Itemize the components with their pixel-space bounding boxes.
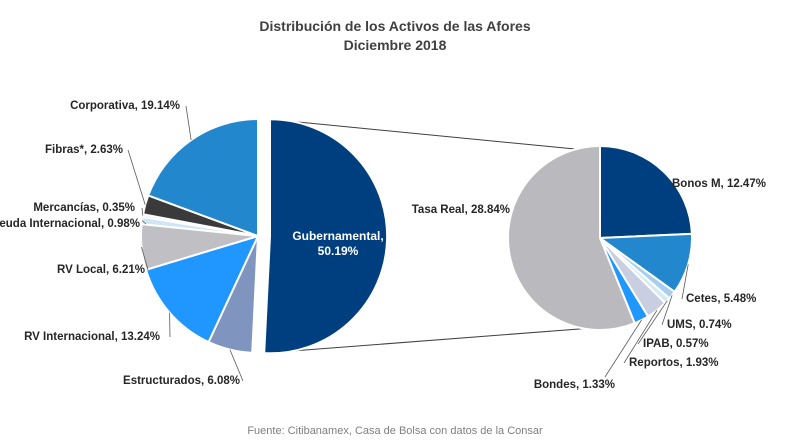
main-leader-mercancias [141,207,144,216]
main-label-deuda-internacional: Deuda Internacional, 0.98% [0,218,140,230]
sub-leader-ums [661,295,673,326]
sub-leader-reportos [623,310,658,364]
main-slice-gubernamental [263,118,389,355]
connector-top [269,118,577,150]
main-leader-rv-local [141,246,149,271]
main-label-mercancias: Mercancías, 0.35% [33,202,135,214]
sub-label-ipab: IPAB, 0.57% [643,338,709,350]
sub-label-bonos-m: Bonos M, 12.47% [672,178,766,190]
source-note: Fuente: Citibanamex, Casa de Bolsa con d… [247,425,543,437]
sub-label-bondes: Bondes, 1.33% [534,379,615,391]
breakdown-pie [507,144,693,331]
slice-labels: Gubernamental, 50.19% Estructurados, 6.08%… [0,100,766,391]
main-label-rv-internacional: RV Internacional, 13.24% [24,331,160,343]
chart-title: Distribución de los Activos de las Afore… [259,18,530,34]
sub-slice-bonos-m [599,144,693,240]
sub-label-ums: UMS, 0.74% [667,319,732,331]
main-label-gubernamental: Gubernamental, 50.19% [292,229,383,258]
connector-bottom [264,328,585,354]
sub-leader-ipab [637,300,668,345]
main-leader-corporativa [185,105,192,141]
main-label-corporativa: Corporativa, 19.14% [70,100,180,112]
sub-leader-cetes [681,264,689,300]
sub-label-reportos: Reportos, 1.93% [629,357,718,369]
sub-leader-bondes [604,319,642,378]
main-label-rv-local: RV Local, 6.21% [57,264,145,276]
sub-label-cetes: Cetes, 5.48% [686,293,756,305]
main-slice-corporativa [146,117,259,238]
sub-label-tasa-real: Tasa Real, 28.84% [412,204,510,216]
connector-lines [264,118,585,354]
main-leader-fibras [127,149,146,205]
main-leader-deuda-internacional [141,220,147,225]
sub-slice-tasa-real [507,144,636,331]
chart-subtitle: Diciembre 2018 [344,37,447,53]
main-slice-rv-internacional [144,234,260,344]
main-label-estructurados: Estructurados, 6.08% [123,375,240,387]
main-pie [140,117,389,355]
main-leader-estructurados [229,349,244,382]
main-label-fibras: Fibras*, 2.63% [45,144,123,156]
